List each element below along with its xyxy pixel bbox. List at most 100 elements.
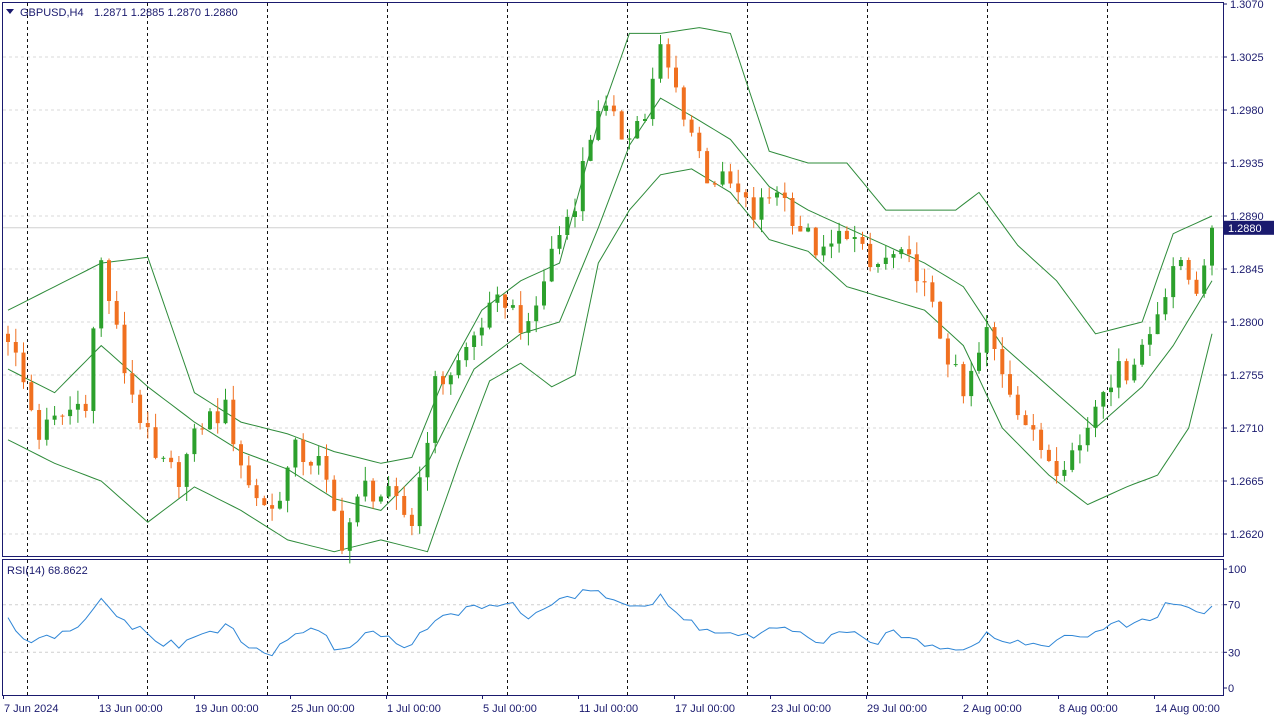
price-tick-label: 1.2665 — [1230, 476, 1264, 488]
candle — [549, 236, 554, 283]
candle-body — [60, 415, 65, 417]
time-tick-label: 8 Aug 00:00 — [1059, 703, 1118, 715]
time-tick-label: 7 Jun 2024 — [4, 703, 58, 715]
candle — [635, 116, 640, 139]
price-axis: 1.3070 1.3025 1.2980 1.2935 1.2890 1.2845 1.28… — [1223, 0, 1264, 541]
candle-body — [75, 403, 80, 410]
candle — [876, 262, 880, 273]
candle-body — [308, 462, 313, 466]
candle — [29, 374, 34, 412]
rsi-tick-label: 70 — [1228, 600, 1240, 612]
candle-body — [340, 510, 344, 551]
candle-body — [658, 44, 663, 79]
candle — [984, 315, 989, 367]
candle-body — [1054, 461, 1059, 476]
candle — [75, 390, 80, 423]
candle — [728, 163, 733, 189]
candle — [891, 250, 896, 269]
rsi-label: RSI(14) 68.8622 — [7, 565, 88, 577]
candle — [223, 388, 228, 425]
candle-body — [91, 328, 96, 411]
candle — [1116, 348, 1121, 399]
candle-body — [876, 264, 880, 267]
candle — [992, 322, 997, 361]
candle-body — [417, 477, 422, 527]
candle — [674, 55, 678, 93]
candle — [122, 311, 127, 384]
candle-body — [1116, 361, 1121, 388]
candle — [184, 452, 189, 501]
candle-body — [619, 111, 624, 140]
candle-body — [386, 486, 391, 497]
period-separators — [27, 3, 1108, 695]
candle — [557, 226, 562, 255]
candle — [308, 460, 313, 475]
price-pane-frame — [2, 2, 1224, 557]
candle-body — [254, 485, 259, 499]
price-tick-label: 1.2845 — [1230, 264, 1264, 276]
candle-body — [1000, 349, 1005, 375]
candle — [930, 275, 935, 308]
candle — [153, 413, 158, 460]
candle — [961, 361, 966, 404]
candle-body — [837, 230, 842, 244]
candle — [860, 231, 865, 250]
candle-body — [1031, 425, 1036, 430]
candle — [852, 225, 857, 253]
candle — [868, 232, 873, 272]
chart-menu-triangle-icon[interactable] — [6, 9, 14, 14]
candle — [1194, 271, 1199, 296]
candle — [596, 100, 601, 142]
candle-body — [1171, 266, 1176, 298]
candle — [145, 411, 150, 439]
candle-body — [184, 454, 189, 487]
time-tick-label: 11 Jul 00:00 — [579, 703, 638, 715]
candle-body — [596, 111, 601, 140]
band-upper-line — [7, 27, 1213, 464]
candle-body — [914, 254, 919, 282]
candle-body — [394, 486, 399, 496]
candle-body — [192, 428, 197, 455]
candle — [1171, 257, 1176, 309]
time-axis: 7 Jun 2024 13 Jun 00:00 19 Jun 00:00 25 Jun… — [3, 695, 1220, 715]
candle — [301, 433, 306, 476]
candle — [922, 268, 927, 297]
candle — [332, 475, 337, 512]
candle-body — [565, 216, 570, 235]
candle-body — [767, 197, 772, 199]
candle-body — [161, 457, 166, 459]
band-middle-line — [7, 97, 1213, 511]
candle-body — [883, 257, 888, 264]
candle-body — [775, 192, 779, 198]
candle-body — [534, 305, 539, 322]
candle-body — [409, 514, 414, 526]
time-tick-label: 2 Aug 00:00 — [963, 703, 1022, 715]
candle — [409, 508, 414, 536]
rsi-line — [7, 589, 1213, 657]
candle — [270, 493, 275, 521]
candle-body — [1008, 374, 1012, 395]
candle-body — [945, 338, 950, 365]
candle — [658, 35, 663, 83]
candle-body — [277, 500, 282, 509]
candle — [208, 408, 212, 430]
candle-body — [324, 456, 329, 480]
candle-body — [1178, 260, 1183, 267]
candle-body — [930, 282, 935, 302]
candle-body — [1062, 469, 1067, 476]
rsi-tick-label: 100 — [1228, 564, 1246, 576]
candle — [262, 495, 267, 506]
candle-body — [223, 399, 228, 424]
candle — [138, 389, 143, 430]
time-tick-label: 14 Aug 00:00 — [1155, 703, 1220, 715]
candle — [1023, 410, 1028, 426]
candle-body — [6, 333, 10, 342]
candle — [953, 354, 958, 367]
candle — [495, 286, 500, 312]
candle — [977, 342, 981, 374]
candle-body — [503, 294, 508, 308]
candle — [285, 466, 290, 513]
candle-body — [332, 479, 337, 511]
candle — [938, 300, 943, 340]
candle — [254, 478, 259, 506]
